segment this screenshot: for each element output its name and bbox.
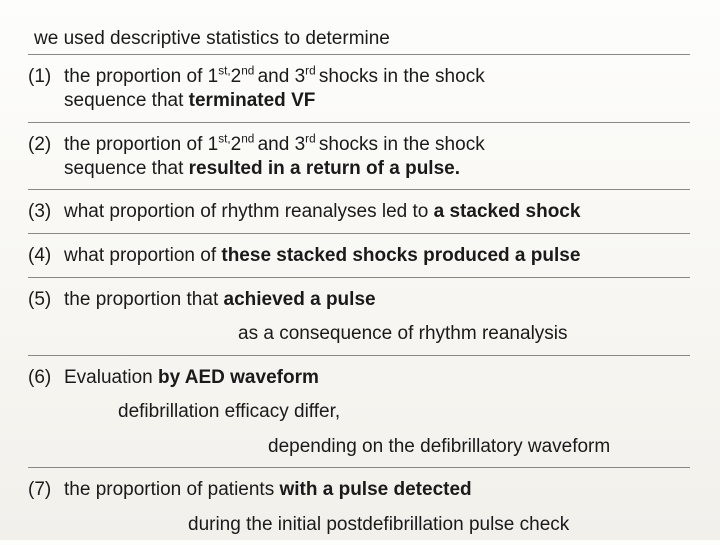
item-body: Evaluation by AED waveform <box>64 366 690 390</box>
item-number: (1) <box>28 65 64 90</box>
list-item-3: (3)what proportion of rhythm reanalyses … <box>28 189 690 233</box>
list-item-6: (6)Evaluation by AED waveform defibrillat… <box>28 355 690 467</box>
list-row: (6)Evaluation by AED waveform <box>28 366 690 391</box>
list-item-4: (4)what proportion of these stacked shoc… <box>28 233 690 277</box>
list-row: (7)the proportion of patients with a pul… <box>28 478 690 503</box>
numbered-list: (1)the proportion of 1st,2nd and 3rd sho… <box>28 54 690 545</box>
item-subline: defibrillation efficacy differ, <box>118 400 690 424</box>
list-row: (1)the proportion of 1st,2nd and 3rd sho… <box>28 65 690 114</box>
item-line2: sequence that resulted in a return of a … <box>64 157 690 181</box>
list-row: (3)what proportion of rhythm reanalyses … <box>28 200 690 225</box>
item-body: the proportion of 1st,2nd and 3rd shocks… <box>64 65 690 114</box>
item-body: what proportion of rhythm reanalyses led… <box>64 200 690 224</box>
item-body: the proportion of patients with a pulse … <box>64 478 690 502</box>
intro-line: we used descriptive statistics to determ… <box>34 28 690 50</box>
item-line2: sequence that terminated VF <box>64 89 690 113</box>
item-number: (5) <box>28 288 64 313</box>
list-item-2: (2)the proportion of 1st,2nd and 3rd sho… <box>28 122 690 190</box>
list-row: (2)the proportion of 1st,2nd and 3rd sho… <box>28 133 690 182</box>
slide: we used descriptive statistics to determ… <box>0 0 720 540</box>
list-item-1: (1)the proportion of 1st,2nd and 3rd sho… <box>28 54 690 122</box>
list-item-5: (5)the proportion that achieved a pulse a… <box>28 277 690 355</box>
list-row: (4)what proportion of these stacked shoc… <box>28 244 690 269</box>
item-subline-2: depending on the defibrillatory waveform <box>268 435 690 459</box>
item-number: (4) <box>28 244 64 269</box>
item-body: the proportion of 1st,2nd and 3rd shocks… <box>64 133 690 182</box>
item-body: the proportion that achieved a pulse <box>64 288 690 312</box>
item-number: (2) <box>28 133 64 158</box>
list-item-7: (7)the proportion of patients with a pul… <box>28 467 690 545</box>
item-number: (6) <box>28 366 64 391</box>
item-number: (3) <box>28 200 64 225</box>
item-number: (7) <box>28 478 64 503</box>
item-subline: as a consequence of rhythm reanalysis <box>238 322 690 346</box>
item-body: what proportion of these stacked shocks … <box>64 244 690 268</box>
list-row: (5)the proportion that achieved a pulse <box>28 288 690 313</box>
item-subline: during the initial postdefibrillation pu… <box>188 513 690 537</box>
